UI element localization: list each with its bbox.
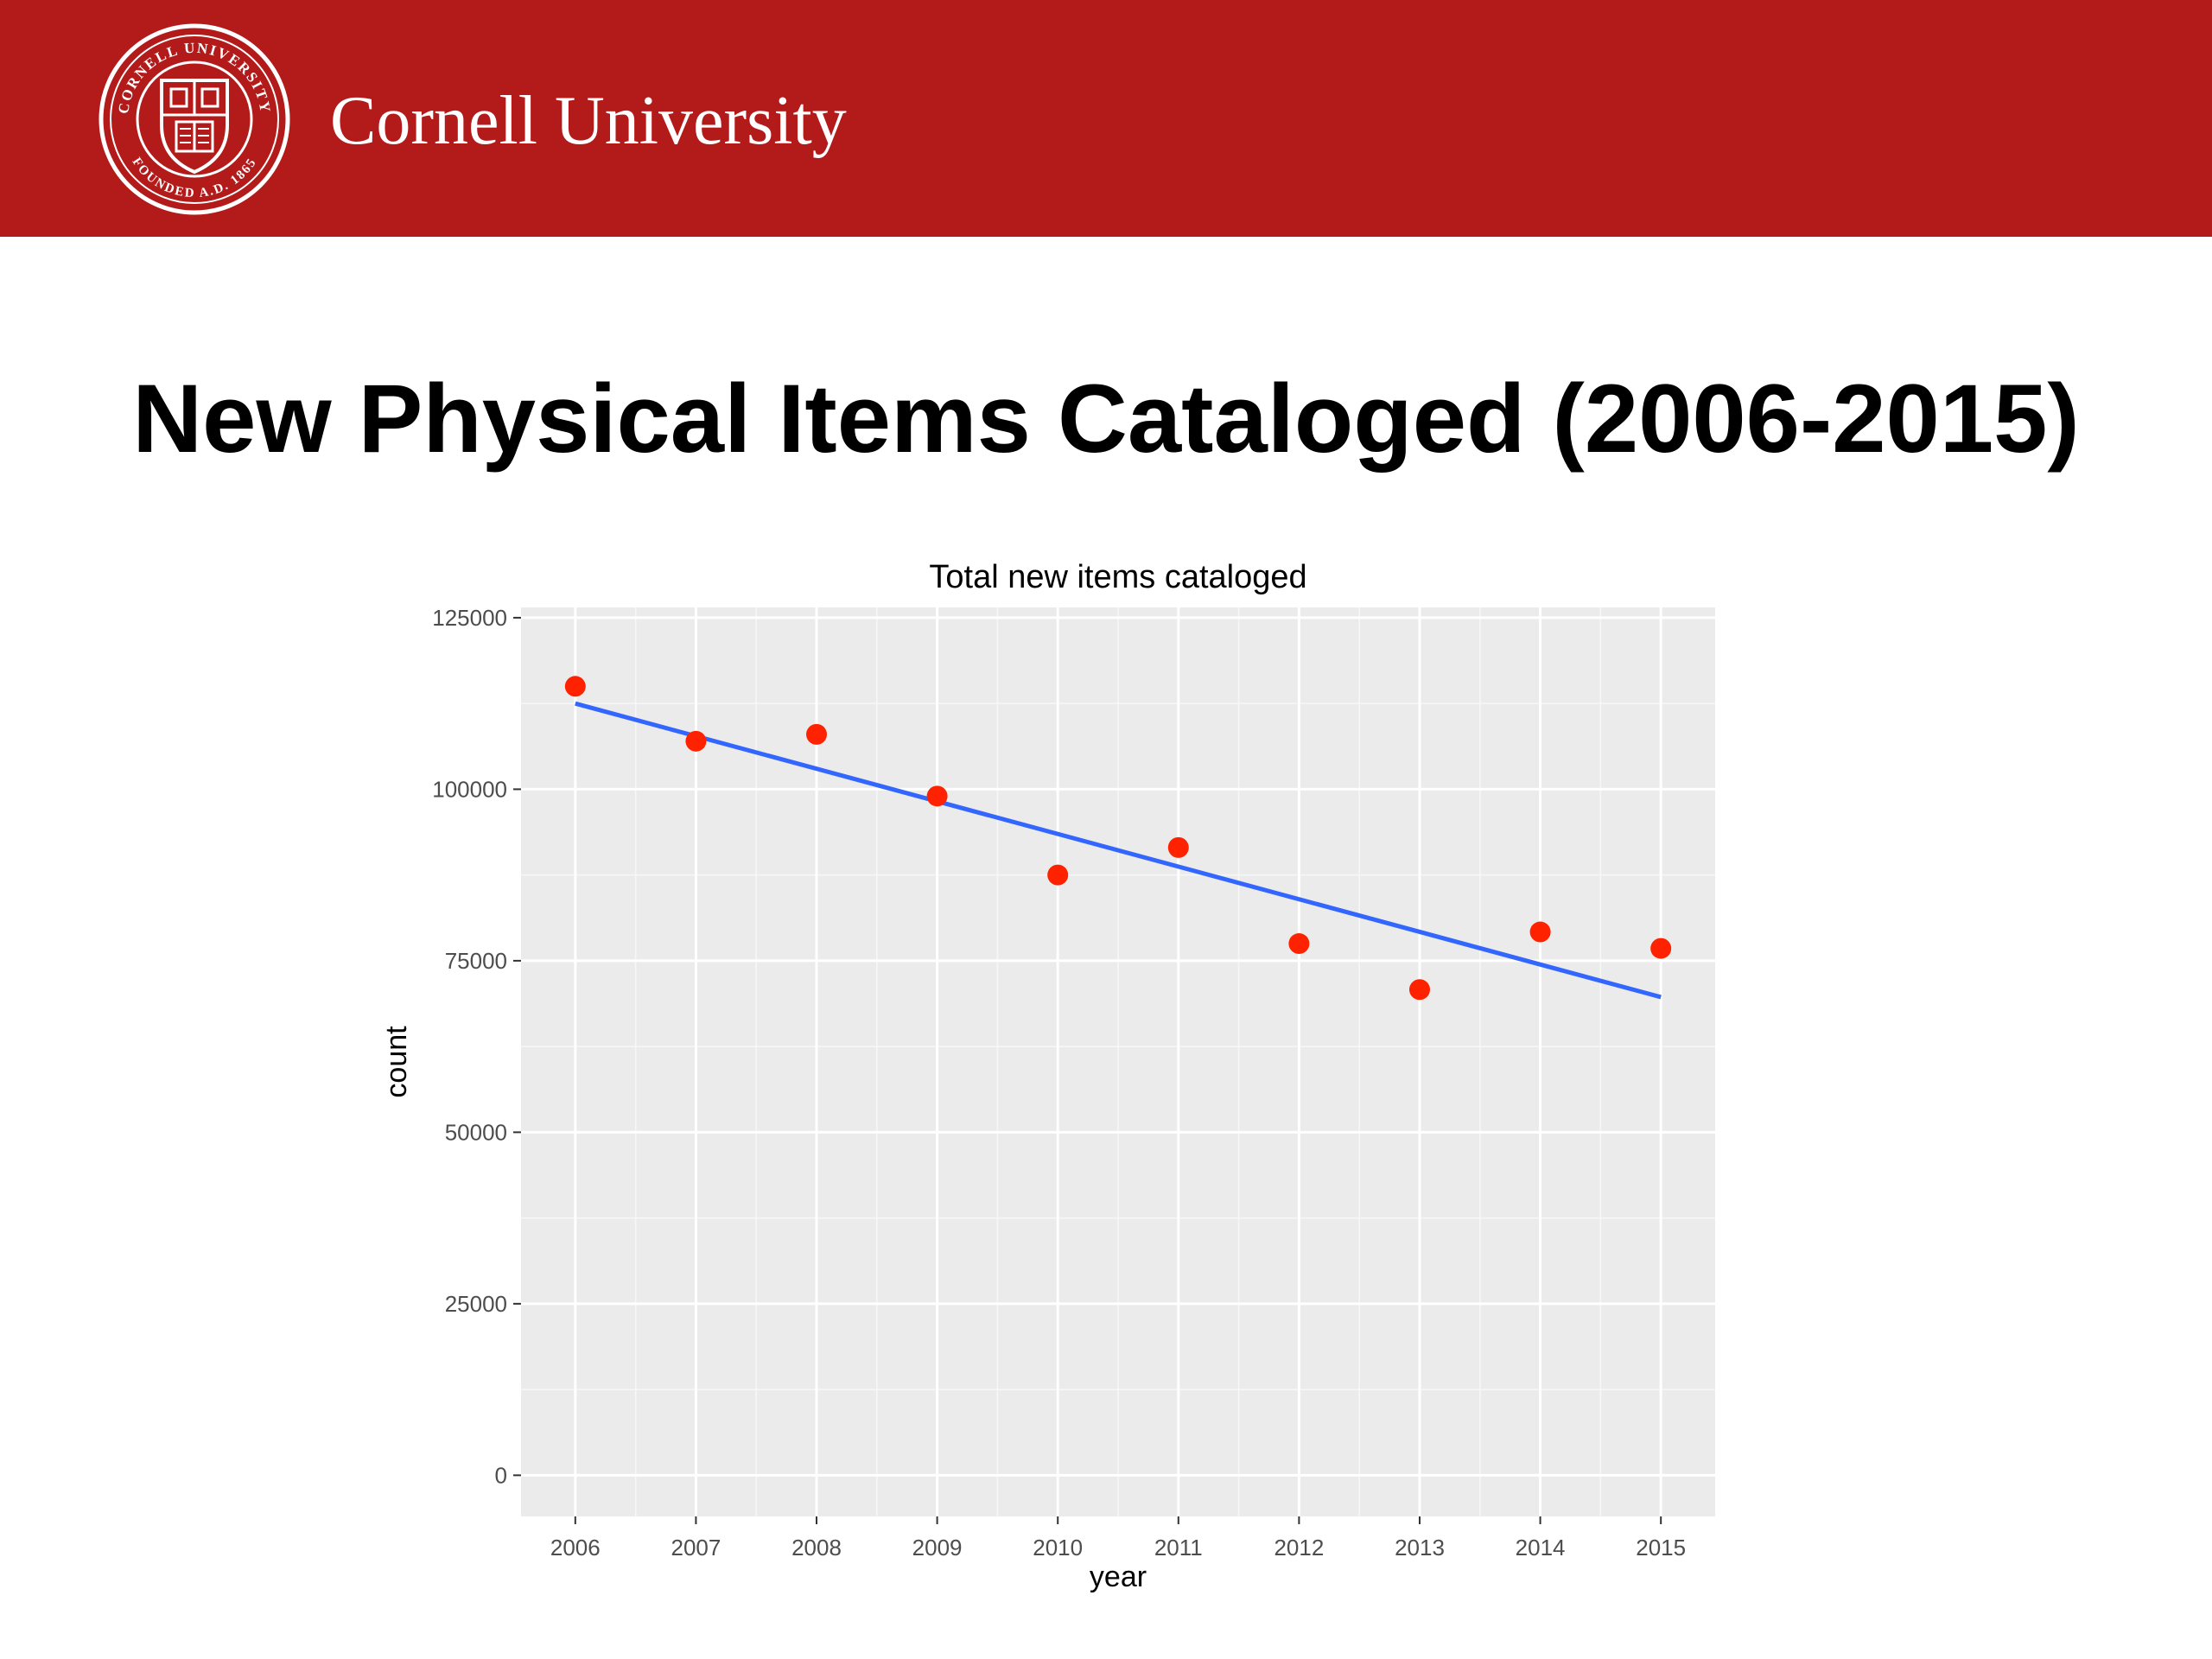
y-axis-label: count: [380, 1026, 413, 1098]
x-tick-label: 2006: [550, 1535, 601, 1560]
data-point: [926, 785, 948, 807]
y-tick-label: 25000: [445, 1291, 507, 1317]
y-tick-label: 125000: [432, 605, 507, 631]
chart-title: Total new items cataloged: [929, 559, 1306, 595]
x-tick-label: 2011: [1154, 1535, 1203, 1560]
data-point: [1167, 836, 1189, 858]
data-point: [1047, 864, 1069, 886]
y-tick-label: 0: [495, 1462, 507, 1488]
trend-line: [575, 701, 1662, 1000]
data-point: [1288, 933, 1310, 955]
x-tick-label: 2009: [912, 1535, 963, 1560]
data-point: [1529, 921, 1551, 943]
y-tick-label: 100000: [432, 776, 507, 802]
data-point: [1650, 938, 1672, 959]
y-tick-label: 50000: [445, 1119, 507, 1145]
y-tick-label: 75000: [445, 948, 507, 974]
cornell-seal-logo: CORNELL UNIVERSITY FOUNDED A.D. 1865: [99, 23, 290, 215]
university-name: Cornell University: [330, 83, 847, 159]
data-point: [1408, 979, 1430, 1001]
x-tick-label: 2007: [671, 1535, 721, 1560]
header-banner: CORNELL UNIVERSITY FOUNDED A.D. 1865 Cor…: [0, 0, 2212, 237]
x-tick-label: 2012: [1274, 1535, 1324, 1560]
data-point: [806, 723, 828, 745]
x-axis-label: year: [1090, 1560, 1147, 1593]
x-tick-label: 2013: [1395, 1535, 1445, 1560]
x-tick-label: 2008: [791, 1535, 842, 1560]
x-tick-label: 2015: [1636, 1535, 1686, 1560]
data-point: [685, 730, 707, 752]
data-point: [564, 676, 586, 697]
x-tick-label: 2014: [1516, 1535, 1566, 1560]
x-tick-label: 2010: [1033, 1535, 1083, 1560]
slide-title: New Physical Items Cataloged (2006-2015): [132, 365, 2080, 473]
